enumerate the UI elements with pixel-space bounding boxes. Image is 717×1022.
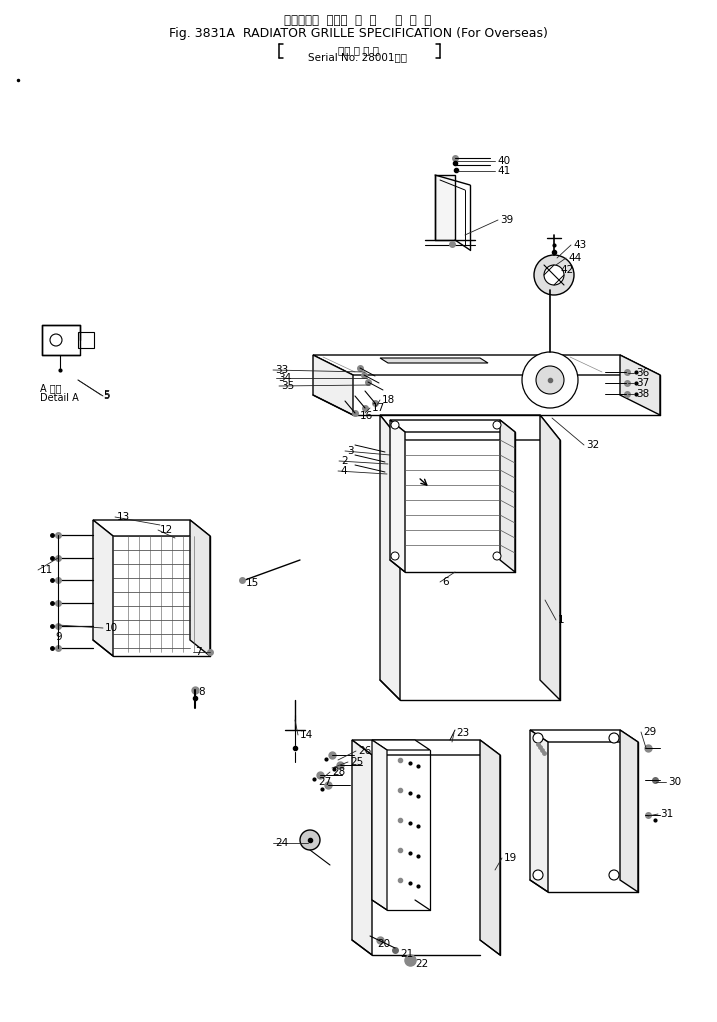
Polygon shape <box>380 358 488 363</box>
Circle shape <box>522 352 578 408</box>
Polygon shape <box>352 740 500 755</box>
Polygon shape <box>190 520 210 656</box>
Text: 24: 24 <box>275 838 288 848</box>
Text: （適 用 号 機: （適 用 号 機 <box>338 45 379 55</box>
Text: 2: 2 <box>341 456 348 466</box>
Circle shape <box>391 552 399 560</box>
Text: 16: 16 <box>360 411 374 421</box>
Circle shape <box>533 870 543 880</box>
Circle shape <box>391 421 399 429</box>
Polygon shape <box>620 730 638 892</box>
Text: 15: 15 <box>246 578 260 588</box>
Polygon shape <box>620 355 660 415</box>
Polygon shape <box>530 730 638 742</box>
Text: 41: 41 <box>497 166 511 176</box>
Text: 21: 21 <box>400 949 413 959</box>
Polygon shape <box>380 415 560 440</box>
Text: 17: 17 <box>372 403 385 413</box>
Polygon shape <box>313 355 660 375</box>
Text: 31: 31 <box>660 809 673 819</box>
Text: 29: 29 <box>643 727 656 737</box>
Circle shape <box>544 265 564 285</box>
Polygon shape <box>352 740 372 955</box>
Text: Detail A: Detail A <box>40 393 79 403</box>
Text: 44: 44 <box>568 253 581 263</box>
Polygon shape <box>313 355 353 415</box>
Text: 38: 38 <box>636 389 650 399</box>
Polygon shape <box>380 415 400 700</box>
Polygon shape <box>390 420 405 572</box>
Text: 33: 33 <box>275 365 288 375</box>
Text: 40: 40 <box>497 156 510 166</box>
Text: 11: 11 <box>40 565 53 575</box>
Polygon shape <box>93 520 113 656</box>
Bar <box>78 332 94 349</box>
Text: 4: 4 <box>340 466 346 476</box>
Text: Fig. 3831A  RADIATOR GRILLE SPECIFICATION (For Overseas): Fig. 3831A RADIATOR GRILLE SPECIFICATION… <box>168 27 548 40</box>
Text: 36: 36 <box>636 368 650 378</box>
Text: 22: 22 <box>415 959 428 969</box>
Text: 28: 28 <box>332 766 346 777</box>
Text: 42: 42 <box>560 265 574 275</box>
Text: 43: 43 <box>573 240 587 250</box>
Text: 27: 27 <box>318 777 331 787</box>
Polygon shape <box>540 415 560 700</box>
Text: 5: 5 <box>103 390 110 400</box>
Text: 20: 20 <box>377 939 390 949</box>
Text: 37: 37 <box>636 378 650 388</box>
Circle shape <box>609 870 619 880</box>
Circle shape <box>536 366 564 394</box>
Polygon shape <box>435 175 455 240</box>
Polygon shape <box>372 740 387 910</box>
Text: 1: 1 <box>558 615 564 625</box>
Polygon shape <box>93 520 210 536</box>
Text: A 詳細: A 詳細 <box>40 383 62 393</box>
Text: 12: 12 <box>160 525 174 535</box>
Circle shape <box>300 830 320 850</box>
Text: 18: 18 <box>382 394 395 405</box>
Text: 10: 10 <box>105 623 118 633</box>
Text: 35: 35 <box>281 381 294 391</box>
Polygon shape <box>480 740 500 955</box>
Text: 13: 13 <box>117 512 130 522</box>
Text: 6: 6 <box>442 577 449 587</box>
Text: 9: 9 <box>55 632 62 642</box>
Polygon shape <box>390 420 515 432</box>
Text: 7: 7 <box>195 647 201 657</box>
Polygon shape <box>500 420 515 572</box>
Circle shape <box>493 421 501 429</box>
Text: ラジエータ  グリル  仕  機     海  外  向: ラジエータ グリル 仕 機 海 外 向 <box>285 14 432 27</box>
Text: Serial No. 28001～）: Serial No. 28001～） <box>308 52 407 62</box>
Polygon shape <box>372 740 430 750</box>
Circle shape <box>493 552 501 560</box>
Text: 3: 3 <box>347 446 353 456</box>
Text: 8: 8 <box>198 687 204 697</box>
Circle shape <box>533 733 543 743</box>
Text: 39: 39 <box>500 215 513 225</box>
Text: 32: 32 <box>586 440 599 450</box>
Text: 26: 26 <box>358 746 371 756</box>
Polygon shape <box>530 730 548 892</box>
Text: 19: 19 <box>504 853 517 863</box>
Text: 14: 14 <box>300 730 313 740</box>
Circle shape <box>609 733 619 743</box>
Text: 23: 23 <box>456 728 469 738</box>
Circle shape <box>534 256 574 295</box>
Bar <box>42 325 80 355</box>
Text: 5: 5 <box>103 391 109 401</box>
Circle shape <box>50 334 62 346</box>
Text: 25: 25 <box>350 757 364 766</box>
Text: 34: 34 <box>278 373 291 383</box>
Text: 30: 30 <box>668 777 681 787</box>
